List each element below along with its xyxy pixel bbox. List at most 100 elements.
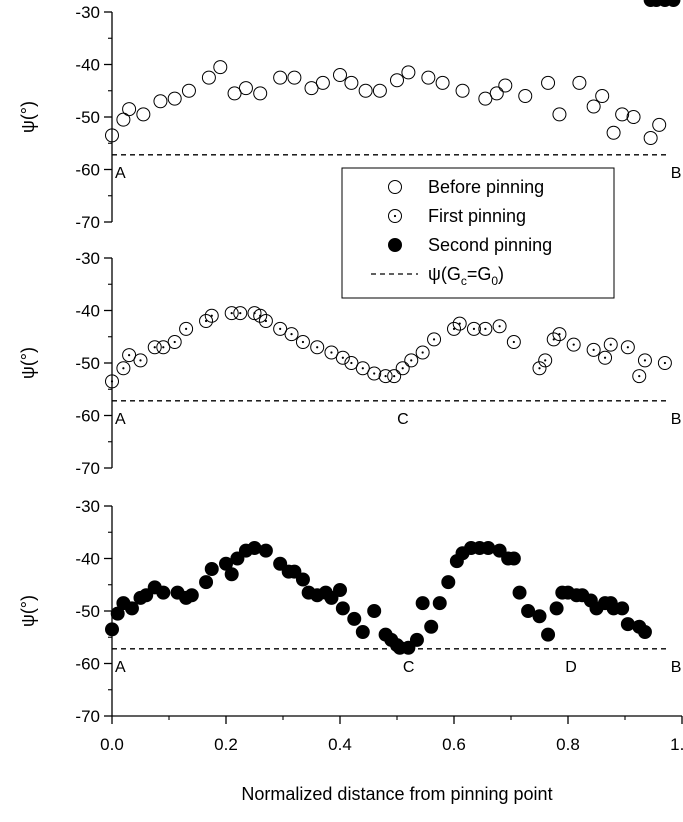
data-point-open bbox=[586, 99, 601, 114]
data-point-filled bbox=[139, 588, 154, 603]
data-point-center-dot bbox=[432, 338, 436, 341]
data-point-dotted bbox=[387, 369, 402, 384]
data-point-dotted bbox=[367, 366, 382, 381]
data-point-open bbox=[136, 107, 151, 122]
data-point-open bbox=[652, 117, 667, 132]
data-point-dotted bbox=[133, 353, 148, 368]
x-tick-label: 0.8 bbox=[556, 735, 580, 754]
data-point-open bbox=[287, 70, 302, 85]
data-point-center-dot bbox=[484, 327, 487, 330]
data-point-center-dot bbox=[316, 346, 319, 349]
data-point-open bbox=[238, 81, 253, 96]
data-point-center-dot bbox=[638, 375, 641, 378]
data-point-center-dot bbox=[663, 361, 667, 365]
data-point-dotted bbox=[224, 306, 239, 321]
data-point-dotted bbox=[122, 348, 137, 363]
data-point-dotted bbox=[452, 316, 467, 331]
data-point-dotted bbox=[273, 321, 288, 336]
legend: Before pinning First pinning Second pinn… bbox=[341, 167, 615, 299]
y-tick-label: -60 bbox=[75, 655, 100, 674]
data-point-dotted bbox=[310, 340, 325, 355]
data-point-open bbox=[455, 83, 470, 98]
legend-ref-close: ) bbox=[498, 264, 504, 284]
data-point-open bbox=[435, 75, 450, 90]
data-point-open bbox=[315, 75, 330, 90]
data-point-dotted bbox=[506, 335, 521, 349]
y-axis-title: ψ(°) bbox=[18, 595, 38, 627]
x-tick-label: 0.6 bbox=[442, 735, 466, 754]
data-point-open bbox=[253, 86, 268, 101]
data-point-dotted bbox=[566, 337, 581, 352]
y-tick-label: -30 bbox=[75, 3, 100, 22]
data-point-open bbox=[615, 107, 630, 122]
data-point-filled bbox=[666, 0, 681, 7]
legend-item-first-pinning: First pinning bbox=[388, 206, 526, 226]
data-point-open bbox=[227, 86, 242, 101]
data-point-dotted bbox=[415, 345, 430, 360]
legend-ref-part-eq: =G bbox=[467, 264, 492, 284]
data-point-center-dot bbox=[350, 361, 353, 365]
panels: -30 -40 -50 -60 -70 ψ(°) A B -30 -40 -50 -60 -70 ψ(°)… bbox=[18, 0, 683, 754]
data-point-filled bbox=[287, 564, 302, 579]
data-point-center-dot bbox=[393, 375, 396, 378]
data-point-center-dot bbox=[512, 340, 515, 344]
data-point-dotted bbox=[204, 308, 219, 323]
x-tick-label: 0.4 bbox=[328, 735, 352, 754]
data-point-dotted bbox=[167, 335, 182, 349]
data-point-center-dot bbox=[153, 346, 156, 349]
data-point-filled bbox=[199, 575, 214, 590]
data-point-dotted bbox=[466, 321, 481, 336]
data-point-filled bbox=[432, 596, 447, 611]
data-point-filled bbox=[156, 585, 171, 600]
data-point-open bbox=[390, 73, 404, 88]
legend-label-second-pinning: Second pinning bbox=[428, 235, 552, 255]
legend-ref-sub-0: 0 bbox=[491, 274, 498, 288]
data-point-dotted bbox=[116, 361, 131, 376]
data-point-open bbox=[153, 94, 168, 109]
data-point-filled bbox=[492, 543, 507, 558]
data-point-dotted bbox=[344, 356, 359, 370]
data-point-center-dot bbox=[185, 327, 188, 330]
data-point-filled bbox=[105, 622, 119, 637]
data-point-center-dot bbox=[384, 375, 387, 378]
data-point-center-dot bbox=[341, 356, 344, 359]
data-point-open bbox=[572, 75, 587, 90]
data-point-center-dot bbox=[162, 346, 165, 349]
legend-item-before-pinning: Before pinning bbox=[388, 177, 544, 197]
data-point-dotted bbox=[355, 361, 370, 376]
data-point-open bbox=[518, 89, 533, 103]
data-point-open bbox=[372, 83, 387, 98]
point-label-a: A bbox=[115, 659, 126, 676]
data-point-open bbox=[606, 125, 621, 140]
data-point-open bbox=[595, 89, 610, 103]
data-point-open bbox=[304, 81, 319, 96]
data-point-filled bbox=[273, 556, 288, 571]
data-point-filled bbox=[347, 611, 362, 626]
data-point-center-dot bbox=[544, 359, 547, 362]
x-axis-title: Normalized distance from pinning point bbox=[241, 784, 552, 804]
legend-dotted-marker-center bbox=[393, 214, 397, 218]
legend-open-marker bbox=[388, 180, 402, 194]
data-point-center-dot bbox=[139, 359, 142, 362]
data-point-filled bbox=[258, 543, 273, 558]
data-point-filled bbox=[367, 604, 382, 618]
point-label-d: D bbox=[565, 659, 577, 676]
data-point-dotted bbox=[586, 342, 601, 357]
data-point-center-dot bbox=[230, 312, 233, 315]
data-point-center-dot bbox=[301, 340, 305, 344]
data-point-dotted bbox=[447, 321, 461, 336]
data-point-filled bbox=[441, 575, 456, 590]
point-label-b: B bbox=[671, 659, 682, 676]
y-tick-label: -60 bbox=[75, 161, 100, 180]
x-tick-label: 1.0 bbox=[670, 735, 683, 754]
data-point-filled bbox=[615, 601, 630, 616]
data-point-center-dot bbox=[643, 359, 647, 362]
data-point-center-dot bbox=[330, 351, 333, 354]
data-point-center-dot bbox=[498, 325, 501, 328]
data-point-dotted bbox=[233, 306, 248, 321]
data-point-center-dot bbox=[122, 367, 125, 370]
data-point-center-dot bbox=[264, 319, 267, 323]
data-point-dotted bbox=[105, 374, 119, 389]
point-label-a: A bbox=[115, 165, 126, 182]
